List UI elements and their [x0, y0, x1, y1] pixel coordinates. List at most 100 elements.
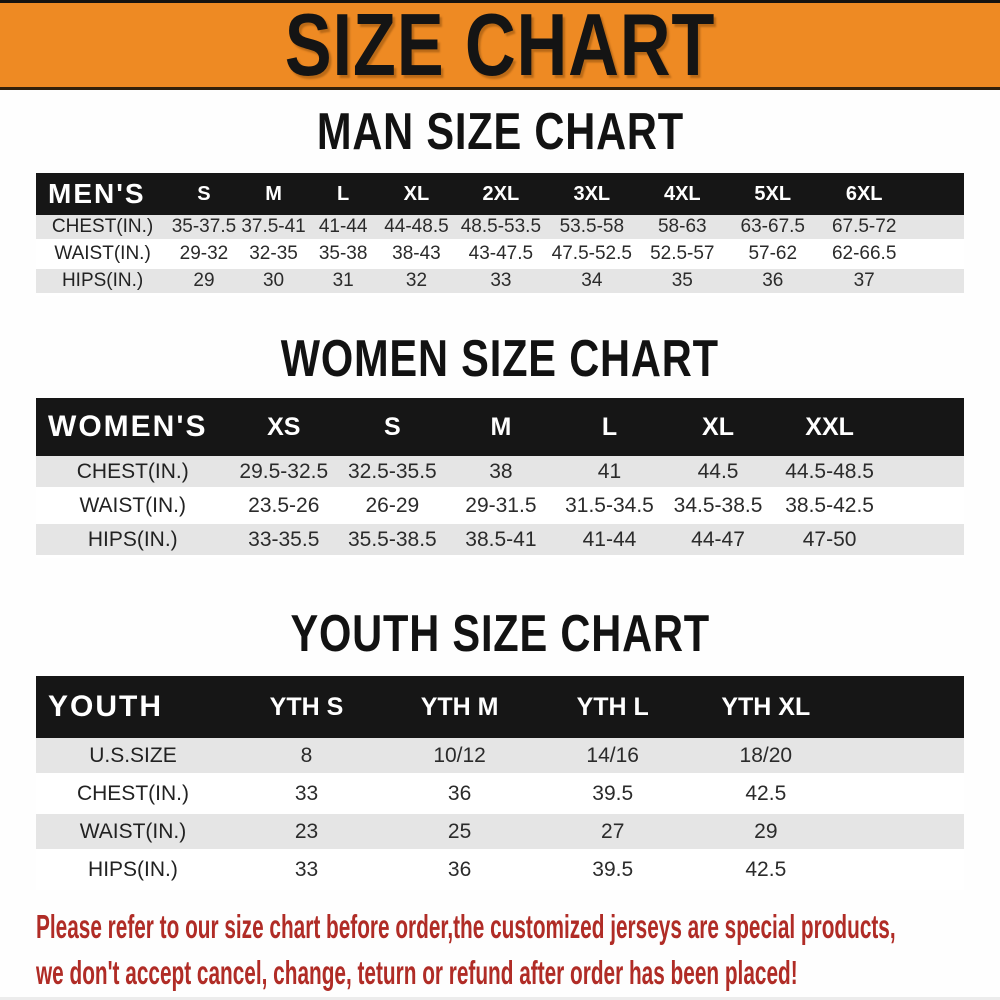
size-value-cell: 35-38	[308, 240, 378, 269]
page-title: SIZE CHART	[284, 0, 716, 94]
size-value-cell: 58-63	[636, 215, 728, 242]
size-value-cell: 62-66.5	[817, 240, 911, 269]
size-value-cell: 8	[229, 738, 384, 776]
size-value-cell: 39.5	[536, 850, 690, 890]
row-label-cell: U.S.SIZE	[36, 738, 230, 776]
row-label-cell: CHEST(IN.)	[36, 774, 230, 814]
size-value-cell: 29-31.5	[446, 488, 556, 524]
size-value-cell: 33	[229, 774, 384, 814]
banner: SIZE CHART	[0, 3, 1000, 90]
row-spacer	[842, 812, 964, 852]
size-table: WOMEN'S XS S M L XL XXL CHEST(IN.) 29.5-32.5 32.5…	[36, 398, 964, 558]
size-value-cell: 41-44	[308, 215, 378, 242]
size-value-cell: 42.5	[689, 850, 843, 890]
size-value-cell: 41-44	[555, 522, 664, 558]
youth-section-heading-text: YOUTH SIZE CHART	[290, 605, 710, 663]
men-section-heading-text: MAN SIZE CHART	[316, 103, 684, 161]
row-label-cell: WAIST(IN.)	[36, 240, 170, 269]
size-column-header: YTH XL	[689, 676, 843, 738]
table-row: HIPS(IN.) 29 30 31 32 33 34 35 36 37	[36, 267, 964, 296]
table-header-row: MEN'S S M L XL 2XL 3XL 4XL 5XL 6XL	[36, 173, 964, 215]
youth-section-heading: YOUTH SIZE CHART	[0, 608, 1000, 660]
size-column-header: L	[555, 398, 664, 456]
size-column-header: 6XL	[817, 173, 911, 215]
youth-section: YOUTH SIZE CHART YOUTH YTH S YTH M YTH L YTH…	[0, 608, 1000, 890]
size-column-header: YTH S	[229, 676, 384, 738]
row-label-cell: WAIST(IN.)	[36, 488, 230, 524]
size-column-header: 5XL	[727, 173, 818, 215]
row-spacer	[842, 774, 964, 814]
table-header-label: MEN'S	[36, 173, 170, 215]
size-column-header: 3XL	[546, 173, 637, 215]
row-spacer	[910, 267, 964, 296]
table-header-row: WOMEN'S XS S M L XL XXL	[36, 398, 964, 456]
size-value-cell: 34.5-38.5	[663, 488, 773, 524]
size-value-cell: 30	[238, 267, 309, 296]
size-value-cell: 38	[446, 456, 556, 490]
size-value-cell: 42.5	[689, 774, 843, 814]
size-value-cell: 26-29	[338, 488, 447, 524]
header-spacer	[886, 398, 964, 456]
footer-line-1: Please refer to our size chart before or…	[36, 904, 1000, 950]
table-row: WAIST(IN.) 23.5-26 26-29 29-31.5 31.5-34.5 34…	[36, 488, 964, 524]
size-value-cell: 44.5	[663, 456, 773, 490]
row-label-cell: HIPS(IN.)	[36, 522, 230, 558]
size-value-cell: 35-37.5	[169, 215, 239, 242]
row-spacer	[886, 522, 964, 558]
size-table: MEN'S S M L XL 2XL 3XL 4XL 5XL 6XL CHEST(IN.) 35-37…	[36, 173, 964, 296]
size-value-cell: 33	[454, 267, 547, 296]
table-row: HIPS(IN.) 33-35.5 35.5-38.5 38.5-41 41-44 44-…	[36, 522, 964, 558]
size-value-cell: 53.5-58	[546, 215, 637, 242]
table-row: WAIST(IN.) 29-32 32-35 35-38 38-43 43-47.5 47.…	[36, 240, 964, 269]
size-value-cell: 41	[555, 456, 664, 490]
table-header-label: YOUTH	[36, 676, 230, 738]
size-value-cell: 14/16	[536, 738, 690, 776]
size-table: YOUTH YTH S YTH M YTH L YTH XL U.S.SIZE 8 10/12…	[36, 676, 964, 890]
size-value-cell: 23	[229, 812, 384, 852]
men-section-heading: MAN SIZE CHART	[0, 106, 1000, 158]
size-value-cell: 29.5-32.5	[229, 456, 339, 490]
size-column-header: XL	[377, 173, 455, 215]
size-value-cell: 33	[229, 850, 384, 890]
size-value-cell: 35	[636, 267, 728, 296]
size-value-cell: 37.5-41	[238, 215, 309, 242]
row-label-cell: CHEST(IN.)	[36, 215, 170, 242]
size-value-cell: 38.5-41	[446, 522, 556, 558]
size-column-header: 2XL	[454, 173, 547, 215]
table-row: U.S.SIZE 8 10/12 14/16 18/20	[36, 738, 964, 776]
row-spacer	[842, 850, 964, 890]
size-value-cell: 32.5-35.5	[338, 456, 447, 490]
size-value-cell: 48.5-53.5	[454, 215, 547, 242]
size-value-cell: 25	[383, 812, 537, 852]
size-column-header: M	[238, 173, 309, 215]
size-value-cell: 31	[308, 267, 378, 296]
size-value-cell: 63-67.5	[727, 215, 818, 242]
row-label-cell: HIPS(IN.)	[36, 850, 230, 890]
row-spacer	[910, 240, 964, 269]
size-value-cell: 43-47.5	[454, 240, 547, 269]
size-column-header: S	[169, 173, 239, 215]
row-label-cell: WAIST(IN.)	[36, 812, 230, 852]
size-value-cell: 27	[536, 812, 690, 852]
size-column-header: S	[338, 398, 447, 456]
women-section: WOMEN SIZE CHART WOMEN'S XS S M L XL XXL CHEST(…	[0, 333, 1000, 558]
size-column-header: XL	[663, 398, 773, 456]
table-row: WAIST(IN.) 23 25 27 29	[36, 812, 964, 852]
size-value-cell: 57-62	[727, 240, 818, 269]
size-value-cell: 44-47	[663, 522, 773, 558]
size-column-header: XXL	[772, 398, 887, 456]
row-spacer	[886, 488, 964, 524]
size-value-cell: 36	[383, 774, 537, 814]
table-header-row: YOUTH YTH S YTH M YTH L YTH XL	[36, 676, 964, 738]
size-column-header: YTH M	[383, 676, 537, 738]
table-row: CHEST(IN.) 33 36 39.5 42.5	[36, 774, 964, 814]
size-value-cell: 47.5-52.5	[546, 240, 637, 269]
size-value-cell: 18/20	[689, 738, 843, 776]
footer-line-2: we don't accept cancel, change, teturn o…	[36, 950, 1000, 996]
size-value-cell: 39.5	[536, 774, 690, 814]
row-spacer	[910, 215, 964, 242]
size-value-cell: 47-50	[772, 522, 887, 558]
size-value-cell: 31.5-34.5	[555, 488, 664, 524]
size-value-cell: 38.5-42.5	[772, 488, 887, 524]
